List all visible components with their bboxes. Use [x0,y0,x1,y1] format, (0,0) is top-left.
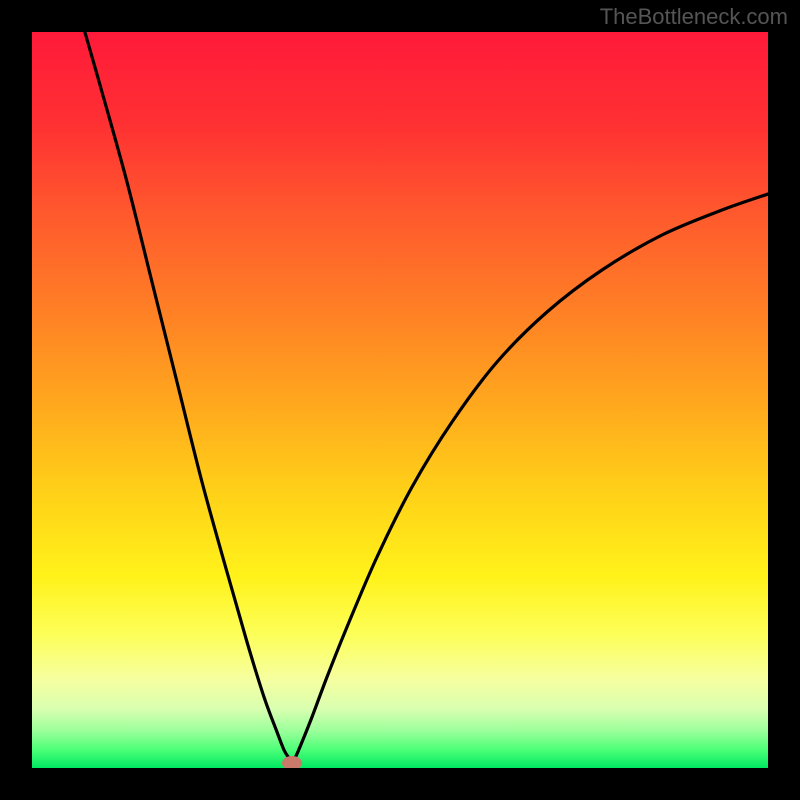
curve-path [82,32,768,762]
optimum-marker [282,756,302,768]
plot-area [32,32,768,768]
bottleneck-curve [32,32,768,768]
watermark-text: TheBottleneck.com [600,4,788,30]
